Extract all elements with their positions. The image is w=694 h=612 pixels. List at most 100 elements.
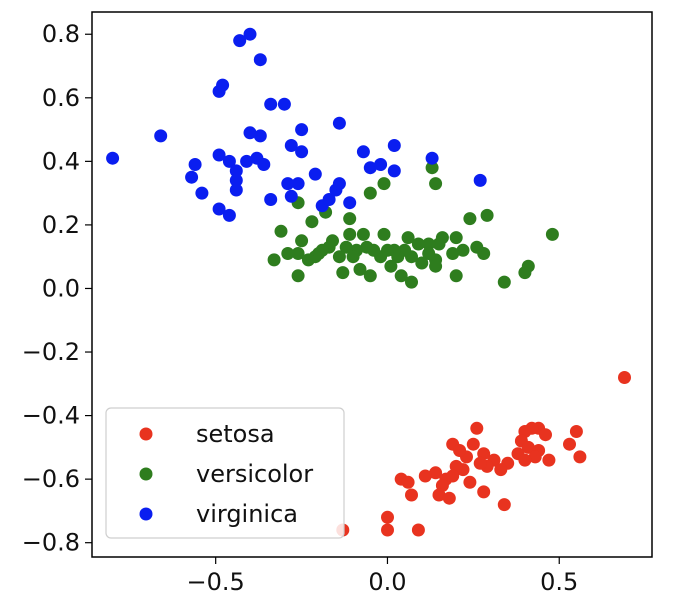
- plot-frame: [91, 11, 653, 558]
- point-versicolor-15: [429, 259, 443, 273]
- point-setosa-1: [569, 425, 583, 438]
- point-versicolor-17: [422, 247, 436, 260]
- point-versicolor-0: [545, 227, 559, 241]
- y-tick-label: −0.4: [22, 402, 80, 430]
- point-virginica-35: [332, 177, 346, 191]
- point-versicolor-39: [339, 240, 353, 254]
- point-versicolor-2: [518, 266, 532, 280]
- point-versicolor-41: [332, 250, 346, 264]
- y-tick-label: 0.4: [42, 147, 80, 175]
- point-versicolor-10: [446, 247, 460, 260]
- point-versicolor-60: [425, 161, 439, 175]
- legend-box: [105, 407, 345, 539]
- point-setosa-13: [528, 450, 542, 464]
- point-versicolor-7: [463, 212, 477, 226]
- point-virginica-39: [363, 161, 377, 175]
- point-versicolor-48: [295, 234, 309, 248]
- point-virginica-0: [106, 151, 120, 165]
- point-versicolor-50: [291, 269, 305, 283]
- point-versicolor-24: [405, 275, 418, 289]
- point-versicolor-52: [274, 224, 288, 238]
- point-virginica-8: [222, 154, 236, 168]
- point-virginica-28: [284, 139, 298, 152]
- series-setosa: [336, 371, 631, 537]
- point-versicolor-11: [449, 269, 463, 283]
- point-virginica-38: [356, 145, 370, 159]
- point-virginica-42: [387, 139, 401, 152]
- point-virginica-44: [473, 173, 487, 187]
- point-setosa-21: [466, 437, 480, 451]
- point-setosa-37: [418, 469, 432, 483]
- point-versicolor-51: [281, 247, 295, 260]
- point-versicolor-53: [267, 253, 281, 267]
- point-virginica-23: [257, 158, 271, 171]
- x-tick-label: 0.0: [368, 568, 406, 596]
- point-versicolor-27: [384, 259, 398, 273]
- point-versicolor-23: [394, 269, 408, 283]
- x-axis: −0.5 0.0 0.5: [187, 557, 578, 596]
- legend-label-virginica: virginica: [196, 500, 298, 528]
- point-versicolor-47: [301, 253, 315, 267]
- point-virginica-30: [295, 123, 309, 137]
- point-versicolor-21: [401, 231, 415, 245]
- point-versicolor-29: [377, 227, 391, 241]
- point-virginica-19: [264, 97, 278, 111]
- point-virginica-4: [195, 186, 209, 200]
- point-setosa-34: [477, 485, 491, 499]
- point-virginica-7: [212, 148, 226, 162]
- point-versicolor-59: [377, 177, 391, 191]
- point-setosa-32: [442, 491, 456, 505]
- point-virginica-2: [188, 158, 202, 171]
- y-tick-label: 0.0: [42, 274, 80, 302]
- point-setosa-42: [381, 523, 394, 537]
- point-virginica-16: [253, 53, 267, 67]
- x-tick-label: 0.5: [540, 568, 578, 596]
- legend-marker-versicolor: [139, 467, 153, 481]
- point-virginica-9: [229, 164, 243, 178]
- legend-marker-virginica: [139, 507, 153, 521]
- point-virginica-5: [212, 202, 226, 216]
- point-virginica-31: [308, 167, 322, 181]
- point-versicolor-49: [291, 247, 305, 260]
- series-versicolor: [267, 161, 559, 289]
- legend-label-setosa: setosa: [196, 420, 275, 448]
- series-virginica: [106, 27, 487, 222]
- point-versicolor-35: [353, 262, 367, 276]
- point-versicolor-61: [429, 177, 443, 191]
- point-virginica-33: [322, 193, 336, 206]
- point-setosa-26: [453, 444, 467, 457]
- point-versicolor-55: [305, 215, 319, 229]
- point-virginica-26: [284, 189, 298, 203]
- point-virginica-27: [291, 177, 305, 191]
- y-tick-label: 0.6: [42, 84, 80, 112]
- point-virginica-11: [229, 183, 243, 197]
- point-versicolor-40: [336, 266, 350, 280]
- y-tick-label: −0.2: [22, 338, 80, 366]
- y-axis: 0.8 0.6 0.4 0.2 0.0 −0.2 −0.4 −0.6 −0.8: [22, 20, 92, 557]
- point-versicolor-13: [432, 237, 446, 251]
- point-virginica-37: [343, 196, 357, 210]
- point-virginica-24: [264, 193, 278, 206]
- point-setosa-20: [470, 421, 484, 435]
- point-setosa-17: [494, 463, 508, 477]
- point-virginica-25: [281, 177, 295, 191]
- point-setosa-7: [539, 428, 552, 442]
- point-versicolor-16: [422, 237, 436, 251]
- point-setosa-29: [446, 469, 460, 483]
- point-versicolor-8: [456, 243, 470, 257]
- point-virginica-41: [387, 164, 401, 178]
- point-versicolor-18: [415, 256, 429, 270]
- point-setosa-22: [473, 456, 487, 470]
- point-versicolor-38: [343, 227, 357, 241]
- point-setosa-31: [432, 488, 446, 502]
- point-setosa-35: [497, 498, 511, 512]
- y-tick-label: 0.2: [42, 211, 80, 239]
- point-versicolor-4: [480, 208, 494, 222]
- point-virginica-43: [425, 151, 439, 165]
- point-setosa-33: [463, 475, 477, 489]
- point-setosa-43: [411, 523, 425, 537]
- y-tick-label: 0.8: [42, 20, 80, 48]
- point-virginica-3: [185, 170, 199, 184]
- legend-label-versicolor: versicolor: [196, 460, 313, 488]
